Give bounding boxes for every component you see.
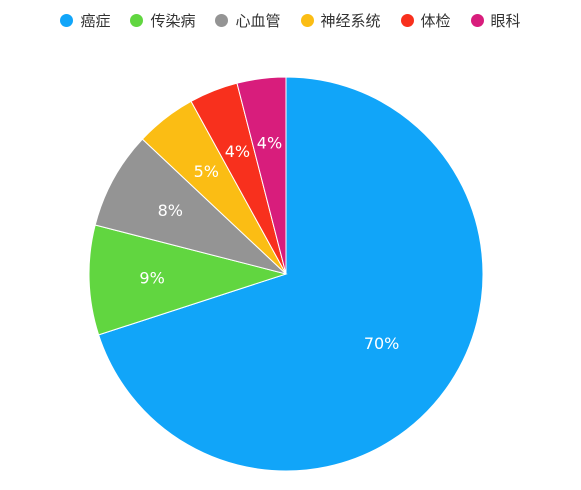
legend-item-infectious[interactable]: 传染病 (130, 10, 195, 31)
legend-swatch-cardio (215, 13, 229, 27)
slice-label-neuro: 5% (194, 162, 219, 181)
legend-label-checkup: 体检 (420, 11, 451, 30)
legend-swatch-checkup (400, 13, 414, 27)
slice-label-cardio: 8% (158, 201, 183, 220)
slice-label-infectious: 9% (139, 269, 164, 288)
legend-swatch-infectious (130, 13, 144, 27)
slice-label-cancer: 70% (364, 334, 400, 353)
slice-label-ophthalmology: 4% (257, 134, 282, 153)
legend-item-checkup[interactable]: 体检 (400, 10, 451, 31)
legend-swatch-cancer (60, 13, 74, 27)
legend-label-infectious: 传染病 (150, 11, 196, 30)
legend-label-cardio: 心血管 (235, 11, 281, 30)
legend-item-cardio[interactable]: 心血管 (215, 10, 281, 31)
legend-label-cancer: 癌症 (80, 11, 111, 30)
slice-label-checkup: 4% (225, 142, 250, 161)
pie-slice-cardio[interactable] (94, 138, 287, 275)
legend-label-neuro: 神经系统 (320, 11, 381, 30)
legend-item-cancer[interactable]: 癌症 (60, 10, 110, 31)
legend-item-neuro[interactable]: 神经系统 (300, 10, 381, 31)
pie-slice-infectious[interactable] (88, 224, 288, 336)
legend-swatch-ophthalmology (470, 13, 484, 27)
pie-slice-ophthalmology[interactable] (236, 76, 287, 275)
legend-item-ophthalmology[interactable]: 眼科 (470, 10, 521, 31)
pie-slice-cancer[interactable] (98, 76, 484, 472)
legend: 癌症 传染病 心血管 神经系统 体检 眼科 (0, 0, 581, 40)
legend-label-ophthalmology: 眼科 (490, 11, 521, 30)
legend-swatch-neuro (300, 13, 314, 27)
